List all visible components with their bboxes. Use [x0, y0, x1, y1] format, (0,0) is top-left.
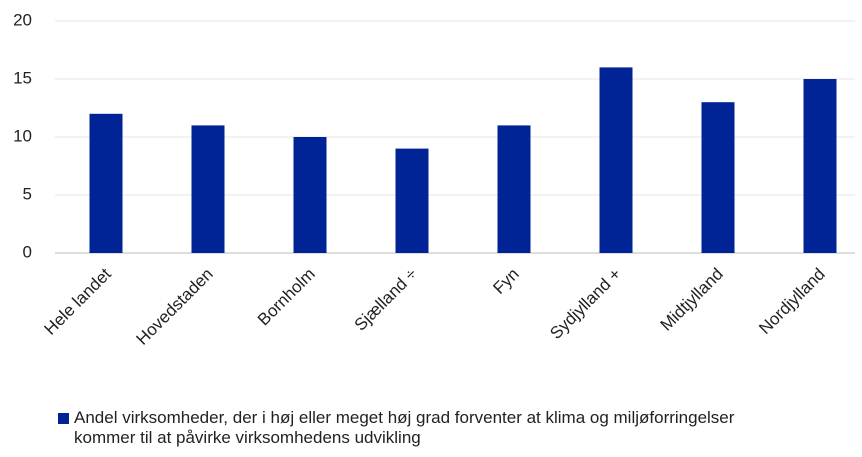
legend-swatch: [58, 413, 69, 424]
x-tick-label: Sydjylland +: [546, 264, 625, 343]
legend: Andel virksomheder, der i høj eller mege…: [58, 408, 778, 448]
bar: [599, 67, 633, 254]
y-tick-label: 10: [13, 126, 32, 145]
legend-label: Andel virksomheder, der i høj eller mege…: [74, 408, 735, 447]
y-tick-label: 20: [13, 10, 32, 29]
chart: 0 5 10 15 20 Hele landet Hovedstaden Bornholm Sj…: [13, 10, 855, 349]
bar: [293, 137, 327, 253]
bar: [497, 125, 531, 253]
x-tick-label: Midtjylland: [657, 264, 727, 334]
bar: [89, 113, 123, 253]
x-tick-label: Hele landet: [41, 264, 115, 338]
x-tick-label: Sjælland ÷: [351, 264, 421, 334]
y-tick-label: 0: [23, 242, 32, 261]
bar: [803, 79, 837, 253]
x-tick-label: Nordjylland: [755, 264, 829, 338]
y-tick-label: 15: [13, 68, 32, 87]
bar: [191, 125, 225, 253]
x-tick-label: Hovedstaden: [133, 264, 217, 348]
x-tick-label: Bornholm: [254, 264, 319, 329]
bar: [395, 148, 429, 253]
x-tick-label: Fyn: [489, 264, 522, 297]
bar: [701, 102, 735, 253]
y-tick-label: 5: [23, 184, 32, 203]
